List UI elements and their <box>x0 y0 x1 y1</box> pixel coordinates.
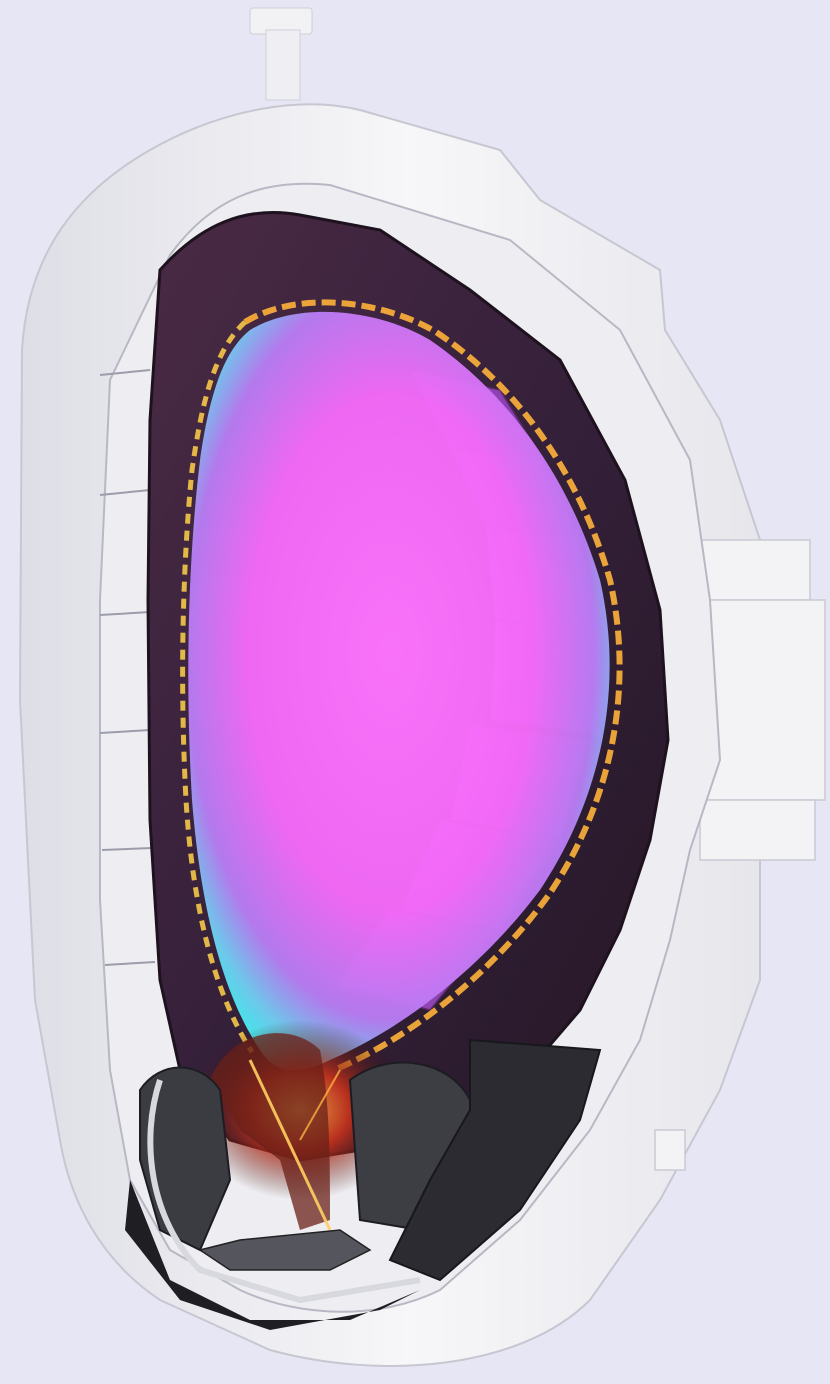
top-port <box>249 7 313 101</box>
blanket-segment-lines <box>99 369 156 966</box>
outboard-ports <box>654 539 826 1171</box>
lower-machinery <box>125 1038 602 1330</box>
support-rails <box>147 1079 421 1304</box>
scrape-off-layer-inner <box>180 320 255 1054</box>
scrape-off-layer <box>243 299 623 1073</box>
divertor <box>139 1020 471 1271</box>
plasma-core <box>188 311 610 1071</box>
